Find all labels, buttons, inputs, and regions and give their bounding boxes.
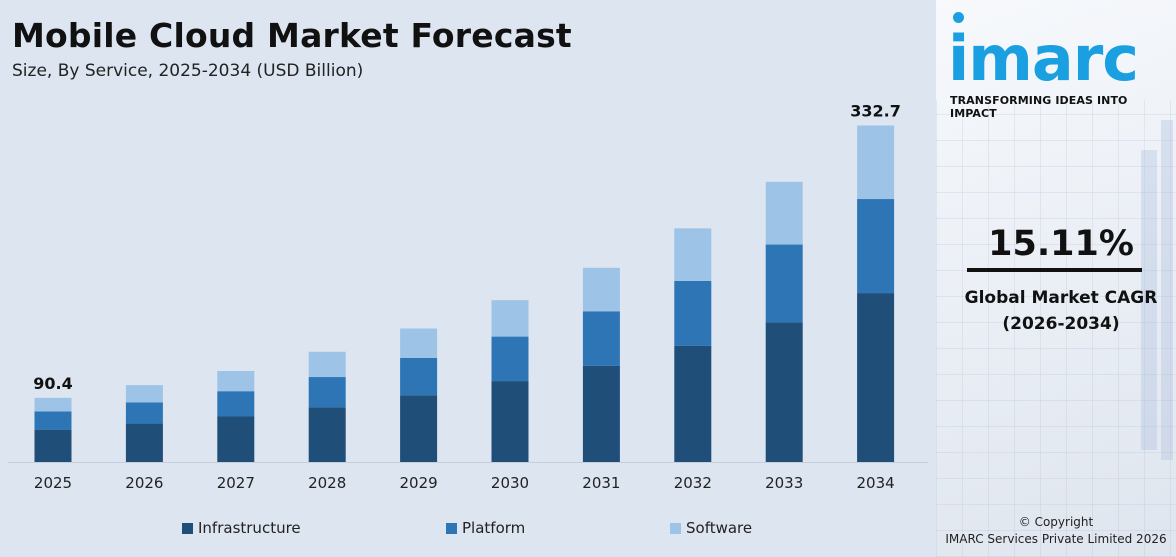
bar-infrastructure-2027 [217,416,255,462]
cagr-divider [967,268,1142,272]
bar-infrastructure-2029 [400,395,438,462]
chart-panel: Mobile Cloud Market Forecast Size, By Se… [0,0,936,557]
cagr-label-line2: (2026-2034) [1002,314,1120,334]
legend-item-software: Software [670,519,752,537]
bar-software-2029 [400,328,438,358]
bar-infrastructure-2031 [582,365,620,462]
info-sidebar: imarc TRANSFORMING IDEAS INTO IMPACT 15.… [936,0,1176,557]
legend-label-software: Software [686,519,753,537]
x-tick-label-2033: 2033 [765,474,803,492]
bar-infrastructure-2034 [857,293,895,462]
cagr-value: 15.11% [988,224,1134,264]
bar-software-2034 [857,125,895,200]
chart-title: Mobile Cloud Market Forecast [12,16,572,55]
bar-platform-2030 [491,336,529,382]
bar-platform-2033 [765,244,803,323]
x-tick-label-2026: 2026 [125,474,163,492]
bar-software-2033 [765,181,803,245]
stacked-bar-chart: 2025 90.4 2026 2027 2028 2029 2030 2031 2032 2033… [8,101,928,492]
legend-item-infrastructure: Infrastructure [182,519,301,537]
decorative-bar [1161,120,1173,460]
bar-platform-2025 [34,411,72,430]
legend-swatch-infrastructure [182,522,193,534]
bar-software-2031 [582,267,620,312]
logo-dot-icon [953,12,964,23]
cagr-label-line1: Global Market CAGR [964,288,1158,308]
bar-platform-2027 [217,391,255,417]
chart-subtitle: Size, By Service, 2025-2034 (USD Billion… [12,61,364,81]
decorative-grid [936,100,1176,557]
legend-label-infrastructure: Infrastructure [198,519,301,537]
bar-infrastructure-2026 [125,423,163,462]
x-tick-label-2030: 2030 [491,474,529,492]
logo-tagline: TRANSFORMING IDEAS INTO IMPACT [950,94,1128,120]
copyright: © Copyright IMARC Services Private Limit… [936,514,1176,548]
x-tick-label-2025: 2025 [34,474,72,492]
bar-platform-2028 [308,377,346,408]
bar-software-2030 [491,300,529,337]
data-label-2034: 332.7 [850,101,901,120]
bar-infrastructure-2025 [34,429,72,462]
bar-software-2028 [308,351,346,378]
bar-software-2025 [34,397,72,412]
copyright-line2: IMARC Services Private Limited 2026 [945,532,1167,546]
bar-software-2027 [217,370,255,392]
legend-swatch-software [670,522,681,534]
logo-text: imarc [948,22,1139,95]
data-label-2025: 90.4 [33,374,72,393]
bar-software-2026 [125,385,163,403]
legend-label-platform: Platform [462,519,526,537]
bar-infrastructure-2032 [674,345,712,462]
legend-item-platform: Platform [446,519,525,537]
cagr-label: Global Market CAGR (2026-2034) [936,285,1176,337]
decorative-bar [1141,150,1157,450]
x-tick-label-2027: 2027 [217,474,255,492]
bar-infrastructure-2033 [765,322,803,462]
x-tick-label-2032: 2032 [674,474,712,492]
bar-platform-2034 [857,199,895,294]
bar-infrastructure-2030 [491,381,529,462]
bar-platform-2032 [674,280,712,346]
bar-software-2032 [674,228,712,281]
bar-platform-2026 [125,402,163,424]
chart-legend: Infrastructure Platform Software [0,519,936,539]
bar-infrastructure-2028 [308,407,346,462]
x-tick-label-2034: 2034 [857,474,895,492]
x-tick-label-2031: 2031 [582,474,620,492]
x-tick-label-2028: 2028 [308,474,346,492]
copyright-line1: © Copyright [1018,515,1094,529]
bar-platform-2031 [582,311,620,366]
bar-platform-2029 [400,357,438,396]
legend-swatch-platform [446,522,457,534]
x-tick-label-2029: 2029 [400,474,438,492]
